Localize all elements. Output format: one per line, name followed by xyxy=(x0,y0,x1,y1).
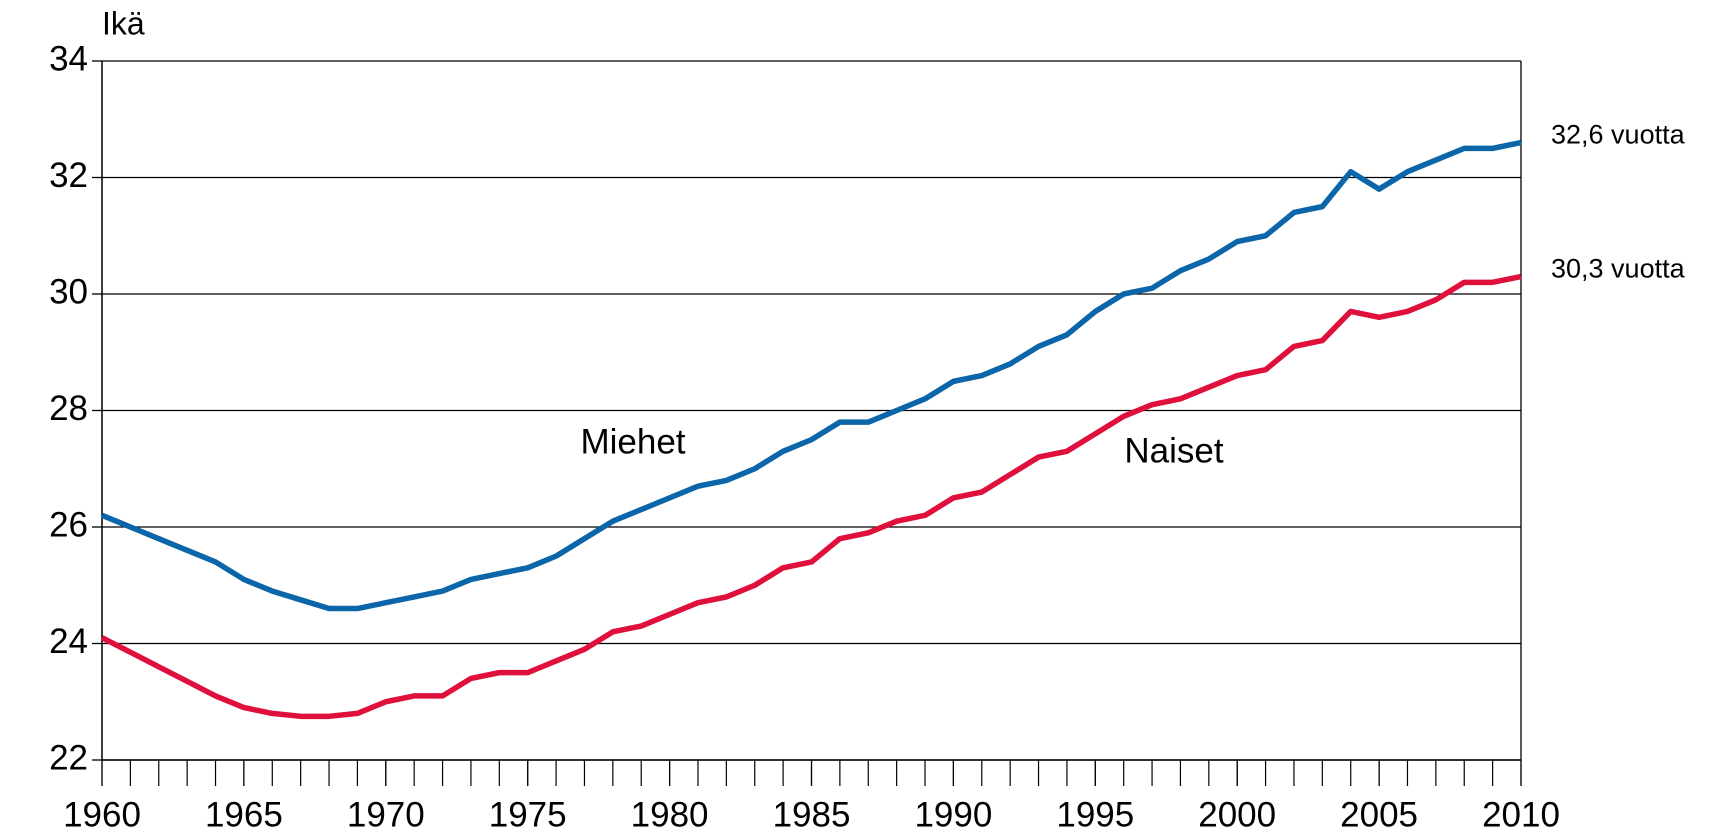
x-tick-label: 1985 xyxy=(773,795,851,830)
x-tick-label: 1980 xyxy=(631,795,709,830)
x-tick-label: 1995 xyxy=(1056,795,1134,830)
end-label: 30,3 vuotta xyxy=(1551,254,1686,284)
x-tick-label: 1990 xyxy=(914,795,992,830)
y-tick-label: 22 xyxy=(49,738,88,777)
x-tick-label: 1975 xyxy=(489,795,567,830)
y-tick-label: 32 xyxy=(49,156,88,195)
y-tick-label: 26 xyxy=(49,505,88,544)
end-label: 32,6 vuotta xyxy=(1551,120,1686,150)
x-tick-label: 1965 xyxy=(205,795,283,830)
line-series xyxy=(100,139,1522,612)
x-tick-label: 1960 xyxy=(63,795,141,830)
x-tick-label: 2005 xyxy=(1340,795,1418,830)
y-tick-label: 28 xyxy=(49,389,88,428)
x-tick-label: 1970 xyxy=(347,795,425,830)
y-tick-label: 30 xyxy=(49,272,88,311)
y-tick-label: 24 xyxy=(49,622,88,661)
series-label: Naiset xyxy=(1124,431,1223,470)
x-tick-label: 2010 xyxy=(1482,795,1560,830)
y-axis-label: Ikä xyxy=(102,5,145,41)
line-series xyxy=(100,273,1522,720)
series-label: Miehet xyxy=(580,422,685,461)
x-tick-label: 2000 xyxy=(1198,795,1276,830)
y-tick-label: 34 xyxy=(49,39,88,78)
